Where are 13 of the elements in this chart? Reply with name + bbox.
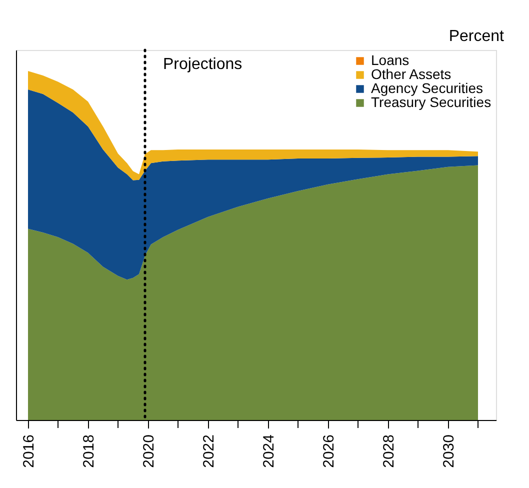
y-axis-title: Percent [448,28,505,45]
x-tick-label: 2016 [20,434,38,468]
x-tick-label: 2026 [320,434,338,468]
x-tick-label: 2020 [140,434,158,468]
x-tick-label: 2028 [380,434,398,468]
legend-label: Other Assets [371,66,452,82]
legend-label: Agency Securities [371,80,484,96]
x-tick-label: 2022 [200,434,218,468]
x-tick-label: 2018 [80,434,98,468]
x-tick-label: 2030 [440,434,458,468]
legend-label: Loans [371,52,410,68]
x-tick-label: 2024 [260,434,278,468]
ref-line-label: Projections [163,56,242,73]
